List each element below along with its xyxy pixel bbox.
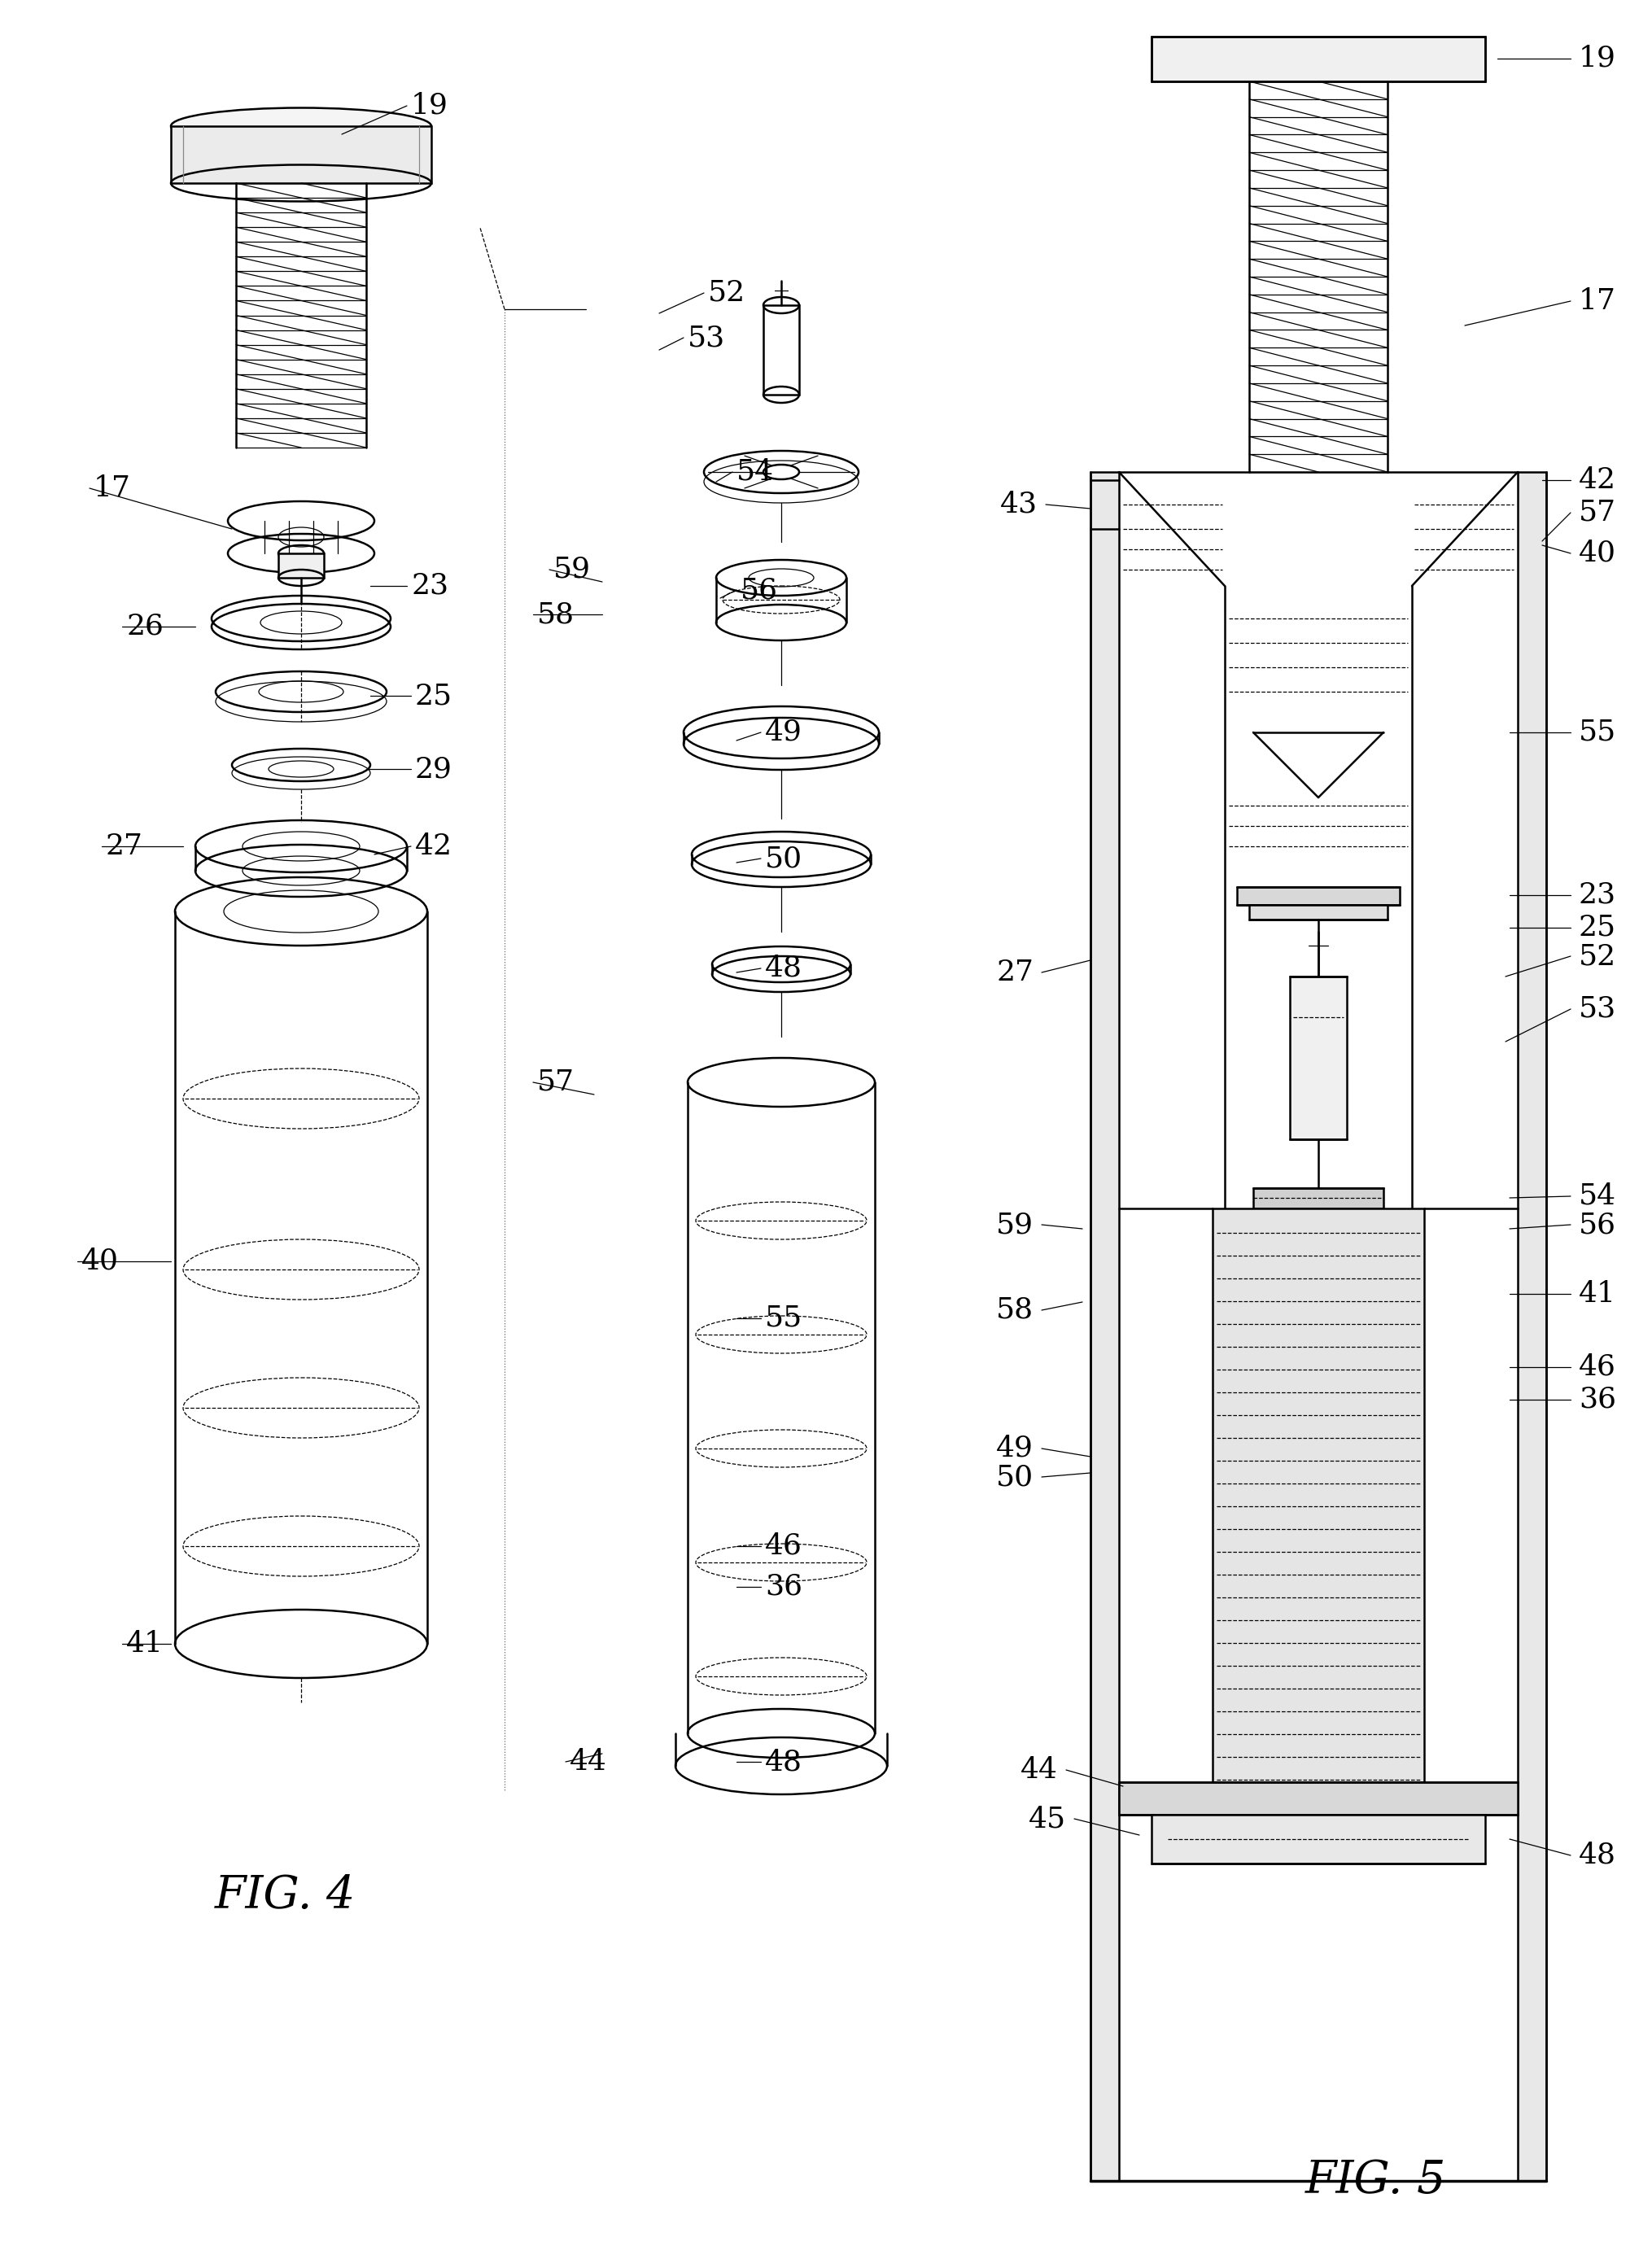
Bar: [1151, 1815, 1485, 1864]
Text: 59: 59: [553, 555, 590, 584]
Text: 48: 48: [1578, 1842, 1616, 1869]
Text: 45: 45: [1028, 1806, 1066, 1833]
Text: 46: 46: [765, 1532, 801, 1561]
Text: 27: 27: [996, 959, 1032, 986]
Bar: [763, 305, 800, 395]
Text: FIG. 5: FIG. 5: [1303, 2158, 1446, 2203]
Text: 26: 26: [126, 613, 164, 640]
Bar: [1213, 1208, 1424, 1781]
Text: 54: 54: [1578, 1181, 1616, 1211]
Text: 27: 27: [106, 833, 144, 860]
Bar: [1151, 36, 1485, 81]
Text: 52: 52: [707, 279, 745, 308]
Text: 19: 19: [1578, 45, 1616, 72]
Text: 29: 29: [415, 755, 453, 784]
Text: 25: 25: [1578, 914, 1616, 941]
Text: 59: 59: [996, 1211, 1032, 1238]
Bar: [1236, 887, 1399, 905]
Bar: [1249, 905, 1386, 919]
Text: 58: 58: [537, 600, 575, 629]
Text: 41: 41: [126, 1631, 164, 1658]
Text: 49: 49: [996, 1435, 1032, 1462]
Text: 42: 42: [415, 833, 453, 860]
Text: 44: 44: [1019, 1756, 1057, 1783]
Text: 56: 56: [740, 577, 778, 604]
Text: 36: 36: [1578, 1386, 1616, 1413]
Bar: [1090, 472, 1118, 2181]
Text: 40: 40: [81, 1247, 119, 1276]
Text: 57: 57: [537, 1069, 575, 1096]
Text: 57: 57: [1578, 499, 1616, 526]
Text: 54: 54: [737, 458, 773, 485]
Text: 53: 53: [687, 323, 725, 353]
Text: 48: 48: [765, 955, 801, 982]
Text: 49: 49: [765, 719, 801, 746]
Text: 50: 50: [996, 1462, 1032, 1491]
Text: 46: 46: [1578, 1354, 1616, 1381]
Text: 58: 58: [996, 1296, 1032, 1323]
Bar: [170, 126, 431, 184]
Text: 52: 52: [1578, 943, 1616, 970]
Ellipse shape: [763, 465, 800, 478]
Text: 25: 25: [415, 683, 453, 710]
Bar: [1517, 472, 1545, 2181]
Text: 55: 55: [1578, 719, 1616, 746]
Text: 23: 23: [1578, 880, 1616, 910]
Text: 53: 53: [1578, 995, 1616, 1022]
Text: 40: 40: [1578, 539, 1616, 568]
Text: 43: 43: [999, 490, 1037, 519]
Bar: [278, 553, 324, 577]
Text: 48: 48: [765, 1747, 801, 1777]
Text: 17: 17: [1578, 287, 1616, 314]
Text: 55: 55: [765, 1305, 803, 1332]
Text: 42: 42: [1578, 467, 1616, 494]
Text: 23: 23: [411, 573, 448, 600]
Text: 44: 44: [570, 1747, 606, 1777]
Text: FIG. 4: FIG. 4: [215, 1873, 355, 1918]
Text: 56: 56: [1578, 1211, 1616, 1238]
Ellipse shape: [170, 108, 431, 144]
Text: 36: 36: [765, 1572, 801, 1601]
Text: 19: 19: [411, 92, 448, 119]
Text: 17: 17: [94, 474, 131, 503]
Text: 50: 50: [765, 844, 803, 871]
Bar: [1118, 1781, 1517, 1815]
Bar: [1289, 977, 1346, 1139]
Bar: [1252, 1188, 1383, 1208]
Text: 41: 41: [1578, 1280, 1616, 1307]
